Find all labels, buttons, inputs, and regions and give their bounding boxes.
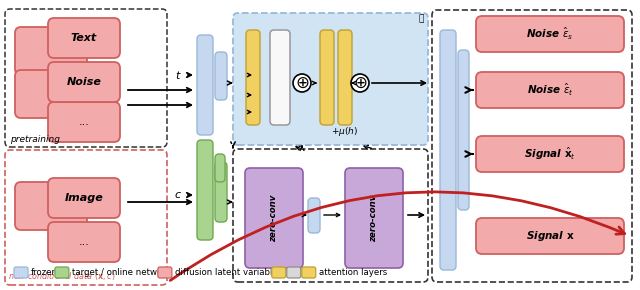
Text: $c$: $c$ bbox=[174, 190, 182, 200]
FancyBboxPatch shape bbox=[197, 140, 213, 240]
FancyBboxPatch shape bbox=[476, 16, 624, 52]
FancyBboxPatch shape bbox=[14, 267, 28, 278]
Text: zero-conv: zero-conv bbox=[369, 194, 378, 242]
FancyBboxPatch shape bbox=[158, 267, 172, 278]
FancyArrowPatch shape bbox=[170, 192, 625, 280]
Text: attention layers: attention layers bbox=[319, 268, 387, 277]
FancyBboxPatch shape bbox=[458, 50, 469, 210]
Text: ...: ... bbox=[79, 237, 90, 247]
Text: 🔒: 🔒 bbox=[419, 14, 424, 23]
FancyBboxPatch shape bbox=[233, 13, 428, 145]
Text: ...: ... bbox=[79, 117, 90, 127]
Text: diffusion latent variables: diffusion latent variables bbox=[175, 268, 282, 277]
FancyBboxPatch shape bbox=[338, 30, 352, 125]
FancyBboxPatch shape bbox=[48, 102, 120, 142]
FancyBboxPatch shape bbox=[15, 182, 87, 230]
Circle shape bbox=[293, 74, 311, 92]
FancyBboxPatch shape bbox=[215, 162, 227, 222]
FancyBboxPatch shape bbox=[245, 168, 303, 268]
FancyBboxPatch shape bbox=[48, 222, 120, 262]
Text: Signal $\hat{\mathbf{x}}_t$: Signal $\hat{\mathbf{x}}_t$ bbox=[524, 146, 576, 162]
FancyBboxPatch shape bbox=[476, 136, 624, 172]
FancyBboxPatch shape bbox=[48, 18, 120, 58]
FancyBboxPatch shape bbox=[320, 30, 334, 125]
Text: $+\mu(h)$: $+\mu(h)$ bbox=[332, 125, 358, 138]
Text: frozen: frozen bbox=[31, 268, 58, 277]
FancyBboxPatch shape bbox=[215, 52, 227, 100]
FancyBboxPatch shape bbox=[48, 62, 120, 102]
Text: pretraining: pretraining bbox=[10, 135, 60, 144]
FancyBboxPatch shape bbox=[308, 198, 320, 233]
Text: new conditional data $(\mathbf{x}, c)$: new conditional data $(\mathbf{x}, c)$ bbox=[8, 270, 115, 282]
Text: target / online network: target / online network bbox=[72, 268, 171, 277]
FancyBboxPatch shape bbox=[345, 168, 403, 268]
FancyBboxPatch shape bbox=[48, 178, 120, 218]
Text: Noise: Noise bbox=[67, 77, 101, 87]
FancyBboxPatch shape bbox=[287, 267, 301, 278]
Text: Noise $\hat{\varepsilon}_t$: Noise $\hat{\varepsilon}_t$ bbox=[527, 82, 573, 98]
Text: Signal $\mathbf{x}$: Signal $\mathbf{x}$ bbox=[525, 229, 574, 243]
FancyBboxPatch shape bbox=[55, 267, 69, 278]
FancyBboxPatch shape bbox=[476, 72, 624, 108]
Text: $\oplus$: $\oplus$ bbox=[353, 74, 367, 92]
Text: Noise $\hat{\varepsilon}_s$: Noise $\hat{\varepsilon}_s$ bbox=[526, 26, 574, 42]
Circle shape bbox=[351, 74, 369, 92]
FancyBboxPatch shape bbox=[246, 30, 260, 125]
Text: zero-conv: zero-conv bbox=[269, 194, 278, 242]
FancyBboxPatch shape bbox=[272, 267, 285, 278]
FancyBboxPatch shape bbox=[440, 30, 456, 270]
Text: Image: Image bbox=[65, 193, 104, 203]
Text: Text: Text bbox=[71, 33, 97, 43]
Text: $\oplus$: $\oplus$ bbox=[295, 74, 309, 92]
FancyBboxPatch shape bbox=[215, 154, 225, 182]
FancyBboxPatch shape bbox=[15, 70, 87, 118]
FancyBboxPatch shape bbox=[197, 35, 213, 135]
FancyBboxPatch shape bbox=[270, 30, 290, 125]
FancyBboxPatch shape bbox=[301, 267, 316, 278]
FancyBboxPatch shape bbox=[15, 27, 87, 75]
Text: $t$: $t$ bbox=[175, 69, 181, 81]
FancyBboxPatch shape bbox=[476, 218, 624, 254]
